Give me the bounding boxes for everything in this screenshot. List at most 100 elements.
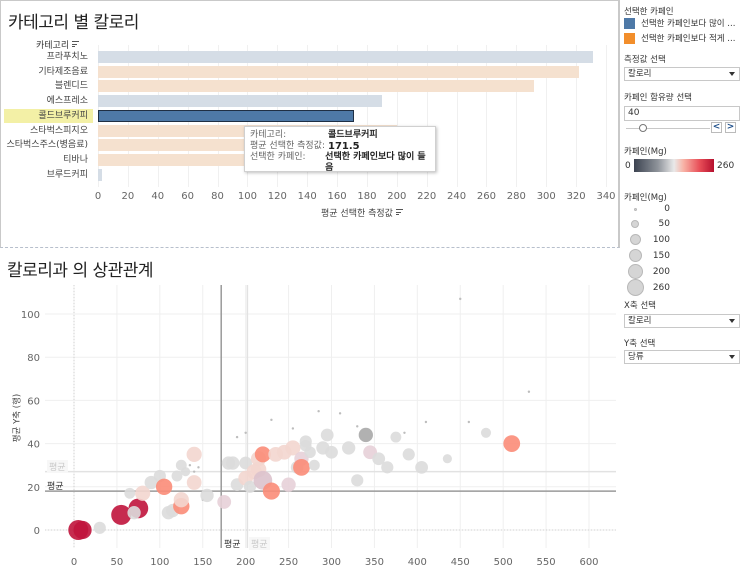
scatter-point[interactable] [144, 475, 158, 490]
scatter-point[interactable] [171, 470, 183, 482]
x-axis-select[interactable]: 칼로리 [624, 314, 740, 328]
bar-x-axis-label: 평균 선택한 측정값 [321, 206, 403, 219]
category-header-label: 카테고리 [36, 41, 70, 51]
x-tick-label: 500 [494, 557, 513, 567]
scatter-point[interactable] [235, 435, 239, 439]
scatter-point[interactable] [415, 460, 429, 474]
scatter-point[interactable] [402, 448, 415, 461]
scatter-point[interactable] [155, 478, 173, 495]
scatter-point[interactable] [351, 474, 364, 487]
scatter-point[interactable] [173, 492, 189, 508]
scatter-point[interactable] [442, 454, 452, 464]
scatter-point[interactable] [320, 428, 334, 442]
bar[interactable] [98, 95, 382, 108]
bar[interactable] [98, 80, 535, 93]
scatter-point[interactable] [226, 456, 240, 470]
scatter-point[interactable] [381, 461, 394, 474]
scatter-point[interactable] [93, 521, 106, 534]
caffeine-slider-thumb[interactable] [639, 124, 647, 132]
category-label[interactable]: 콜드브루커피 [4, 108, 93, 123]
scatter-point[interactable] [317, 410, 320, 413]
scatter-point[interactable] [503, 435, 521, 452]
category-label[interactable]: 스타벅스주스(병음료) [6, 140, 88, 151]
scatter-point[interactable] [188, 464, 192, 467]
measure-select[interactable]: 칼로리 [624, 67, 740, 81]
scatter-point[interactable] [217, 495, 232, 509]
category-label[interactable]: 에스프레소 [46, 96, 88, 107]
scatter-point[interactable] [338, 412, 342, 415]
x-tick-label: 250 [279, 557, 298, 567]
scatter-point[interactable] [304, 446, 316, 459]
scatter-point[interactable] [239, 456, 253, 470]
scatter-point[interactable] [262, 482, 280, 500]
scatter-point[interactable] [293, 458, 310, 476]
category-label[interactable]: 브루드커피 [46, 169, 88, 180]
scatter-point[interactable] [124, 487, 136, 499]
legend-item-more[interactable]: 선택한 카페인보다 많이 ... [624, 17, 735, 29]
category-label[interactable]: 스타벅스피지오 [30, 125, 88, 136]
scatter-point[interactable] [243, 480, 257, 493]
scatter-point[interactable] [467, 420, 471, 424]
scatter-point[interactable] [186, 475, 202, 490]
bar[interactable] [98, 168, 103, 181]
color-legend-min: 0 [625, 161, 631, 171]
category-label[interactable]: 기타제조음료 [38, 66, 88, 77]
scatter-point[interactable] [356, 425, 359, 428]
scatter-point[interactable] [200, 488, 214, 503]
size-legend-label: 260 [652, 282, 670, 293]
scatter-point[interactable] [325, 445, 338, 459]
x-tick-label: 100 [150, 557, 169, 567]
y-tick-label: 20 [27, 483, 40, 494]
scatter-point[interactable] [127, 506, 141, 520]
scatter-point[interactable] [480, 427, 492, 438]
category-label[interactable]: 프라푸치노 [46, 52, 88, 62]
scatter-point[interactable] [197, 466, 200, 469]
scatter-point[interactable] [186, 446, 202, 462]
scatter-point[interactable] [403, 431, 406, 434]
scatter-point[interactable] [527, 390, 531, 393]
scatter-point[interactable] [135, 485, 151, 501]
bar[interactable] [98, 65, 580, 78]
sort-icon[interactable] [72, 41, 80, 47]
scatter-point[interactable] [270, 418, 273, 422]
scatter-point[interactable] [308, 459, 320, 471]
legend-swatch [624, 32, 635, 44]
scatter-point[interactable] [424, 420, 428, 424]
scatter-point[interactable] [192, 470, 196, 473]
caffeine-slider-track[interactable] [626, 128, 710, 129]
mean-label: 평균 [249, 537, 270, 550]
scatter-point[interactable] [254, 446, 271, 463]
size-circle-icon [626, 279, 644, 296]
bar[interactable] [98, 51, 593, 63]
step-prev-button[interactable]: < [711, 122, 722, 133]
x-tick-label: 150 [193, 557, 212, 567]
scatter-point[interactable] [181, 467, 191, 477]
y-tick-label: 100 [21, 310, 40, 321]
legend-item-less[interactable]: 선택한 카페인보다 적게 ... [624, 32, 735, 44]
size-legend-label: 200 [652, 266, 670, 277]
scatter-point[interactable] [291, 427, 295, 430]
category-header[interactable]: 카테고리 [36, 38, 80, 51]
scatter-point[interactable] [73, 520, 92, 540]
step-next-button[interactable]: > [725, 122, 736, 133]
category-label[interactable]: 블렌디드 [54, 81, 88, 92]
scatter-point[interactable] [111, 504, 132, 525]
scatter-point[interactable] [244, 431, 247, 434]
caffeine-amount-input[interactable]: 40 [624, 106, 740, 121]
scatter-point[interactable] [285, 440, 301, 456]
scatter-point[interactable] [358, 427, 373, 443]
scatter-point[interactable] [372, 452, 386, 466]
y-select-value: 당류 [628, 352, 644, 362]
measure-select-label: 측정값 선택 [624, 55, 666, 65]
y-select-label: Y축 선택 [624, 339, 656, 349]
scatter-point[interactable] [390, 431, 402, 443]
scatter-point[interactable] [281, 477, 296, 492]
category-label[interactable]: 티바나 [63, 154, 88, 165]
scatter-plot[interactable]: 0 50 100 150 200 250 300 350 400 450 500 550 6000204… [0, 0, 620, 567]
scatter-point[interactable] [459, 297, 462, 301]
tooltip-value: 선택한 카페인보다 많이 들음 [325, 152, 426, 173]
sort-icon[interactable] [395, 209, 403, 215]
y-axis-select[interactable]: 당류 [624, 350, 740, 364]
scatter-point[interactable] [342, 441, 356, 455]
bar[interactable] [98, 109, 355, 122]
